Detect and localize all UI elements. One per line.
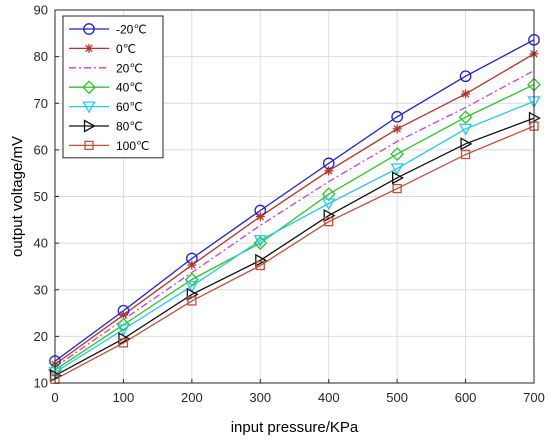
y-tick-label: 60 bbox=[34, 142, 48, 157]
legend-label: 60℃ bbox=[116, 100, 143, 114]
legend-marker bbox=[82, 101, 96, 114]
x-tick-label: 700 bbox=[523, 390, 545, 405]
series-line-1 bbox=[54, 53, 535, 365]
data-point-6 bbox=[324, 217, 334, 227]
series-line-5 bbox=[54, 117, 535, 377]
data-point-5 bbox=[255, 253, 268, 267]
data-point-6 bbox=[118, 338, 129, 348]
data-point-4 bbox=[458, 123, 473, 136]
data-point-4 bbox=[253, 235, 267, 248]
x-tick-label: 100 bbox=[113, 390, 135, 405]
data-point-1 bbox=[187, 260, 197, 270]
data-point-4 bbox=[390, 163, 404, 176]
legend-marker bbox=[84, 43, 94, 53]
x-tick-label: 400 bbox=[318, 390, 340, 405]
series-line-2 bbox=[54, 70, 535, 368]
data-point-6 bbox=[187, 296, 197, 306]
x-tick-label: 0 bbox=[51, 390, 58, 405]
data-point-0 bbox=[391, 110, 403, 123]
data-point-5 bbox=[391, 171, 404, 185]
data-point-3 bbox=[253, 236, 268, 251]
series-line-3 bbox=[54, 84, 535, 371]
data-point-4 bbox=[185, 280, 199, 293]
y-tick-label: 30 bbox=[34, 282, 48, 297]
legend-marker bbox=[84, 140, 94, 151]
data-point-0 bbox=[459, 70, 472, 83]
x-tick-label: 600 bbox=[455, 390, 477, 405]
data-point-6 bbox=[255, 260, 265, 271]
data-point-3 bbox=[458, 110, 473, 125]
data-point-3 bbox=[321, 187, 336, 202]
series-line-4 bbox=[54, 100, 535, 373]
data-point-5 bbox=[323, 209, 336, 223]
data-point-1 bbox=[324, 166, 334, 176]
x-tick-label: 200 bbox=[181, 390, 203, 405]
data-point-5 bbox=[460, 137, 473, 151]
y-tick-label: 20 bbox=[34, 329, 48, 344]
data-point-1 bbox=[392, 124, 402, 134]
legend-label: 40℃ bbox=[116, 81, 143, 95]
data-point-3 bbox=[390, 147, 405, 161]
data-point-4 bbox=[322, 198, 336, 211]
legend-marker bbox=[83, 119, 96, 133]
x-tick-label: 300 bbox=[249, 390, 271, 405]
data-point-3 bbox=[116, 317, 131, 332]
data-point-1 bbox=[461, 89, 471, 99]
data-point-6 bbox=[460, 149, 471, 160]
legend-marker bbox=[83, 23, 95, 35]
data-point-1 bbox=[255, 212, 265, 222]
legend-label: 100℃ bbox=[116, 139, 150, 153]
data-point-6 bbox=[392, 183, 402, 194]
y-tick-label: 80 bbox=[34, 49, 48, 64]
legend: -20℃ 0℃ 20℃ 40℃ 60℃ 80℃ 100℃ bbox=[62, 15, 164, 159]
data-point-3 bbox=[184, 272, 199, 287]
legend-label: -20℃ bbox=[116, 23, 147, 37]
series-line-6 bbox=[54, 125, 535, 380]
x-axis-ticks: 0 100 200 300 400 500 600 700 bbox=[51, 379, 545, 405]
y-tick-label: 70 bbox=[34, 96, 48, 111]
data-point-4 bbox=[116, 324, 131, 337]
y-tick-label: 50 bbox=[34, 189, 48, 204]
y-tick-label: 10 bbox=[34, 376, 48, 391]
legend-marker bbox=[82, 80, 96, 95]
series-lines bbox=[54, 39, 535, 380]
x-tick-label: 500 bbox=[386, 390, 408, 405]
y-axis-label: output voltage/mV bbox=[9, 136, 26, 257]
legend-label: 20℃ bbox=[116, 61, 143, 75]
legend-label: 80℃ bbox=[116, 120, 143, 134]
y-axis-ticks: 10 20 30 40 50 60 70 80 90 bbox=[34, 3, 59, 391]
y-tick-label: 90 bbox=[34, 3, 48, 18]
y-tick-label: 40 bbox=[34, 236, 48, 251]
series-line-0 bbox=[54, 39, 535, 362]
x-axis-label: input pressure/KPa bbox=[231, 419, 359, 436]
legend-label: 0℃ bbox=[116, 42, 136, 56]
